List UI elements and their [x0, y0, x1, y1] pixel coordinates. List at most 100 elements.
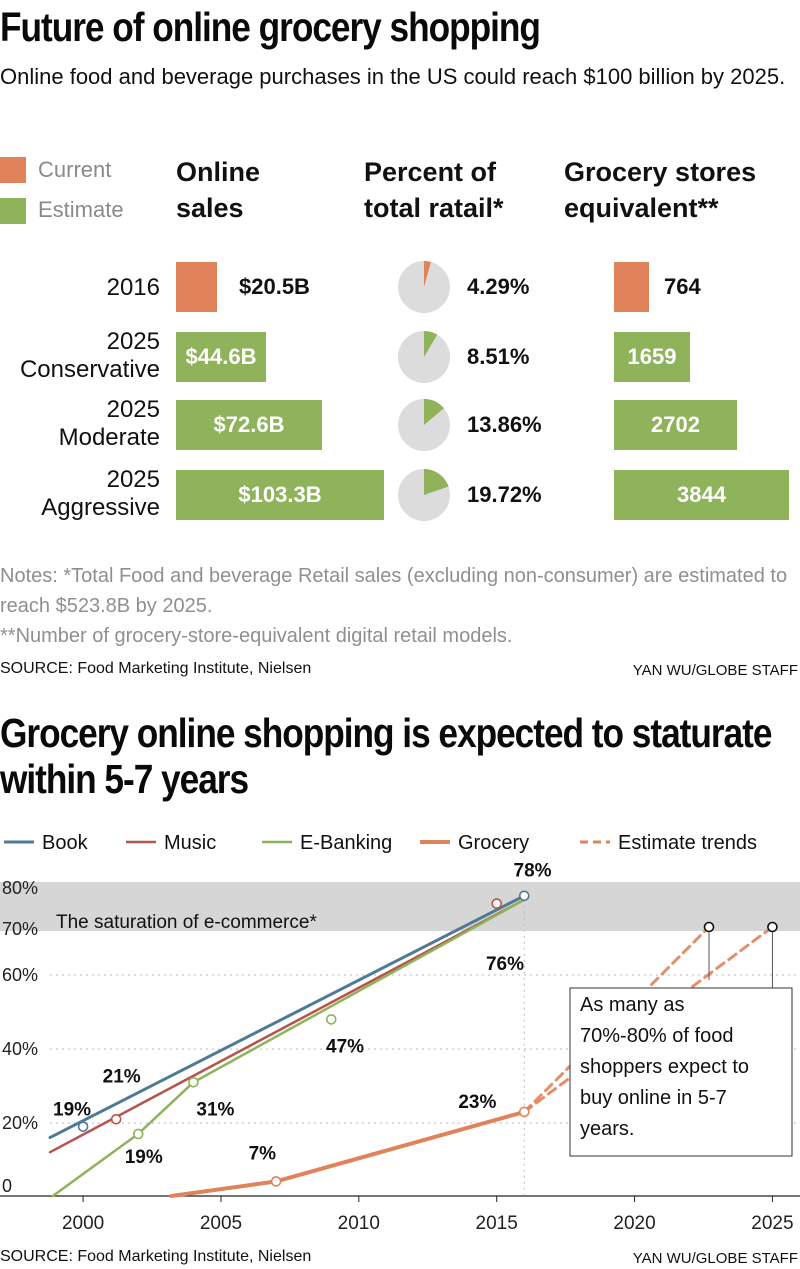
y-tick-label: 0 [2, 1176, 12, 1196]
sales-bar [176, 470, 384, 520]
stores-bar [614, 400, 737, 450]
data-point-music [491, 898, 502, 909]
sales-value: $20.5B [239, 274, 310, 299]
retail-share-pie [398, 399, 450, 451]
legend-estimate-swatch [0, 198, 26, 224]
stores-value: 1659 [627, 344, 677, 369]
stores-bar [614, 332, 690, 382]
percent-value: 4.29% [467, 274, 530, 299]
annotation-box [569, 987, 793, 1157]
legend-label-book: Book [42, 832, 89, 854]
row-label-line: Moderate [58, 424, 160, 451]
x-tick-label: 2010 [338, 1213, 380, 1234]
y-tick-label: 70% [2, 919, 38, 939]
retail-share-pie [398, 331, 450, 383]
data-point-grocery [518, 1106, 530, 1118]
y-tick-label: 40% [2, 1039, 38, 1059]
x-tick-label: 2005 [200, 1213, 242, 1234]
data-label-music: 21% [103, 1066, 141, 1087]
row-label: 2025 Aggressive [41, 466, 160, 522]
annotation-line: 70%-80% of food [580, 1025, 733, 1047]
pie-slice [424, 261, 431, 287]
data-point-estimate-trends [703, 921, 715, 933]
data-point-grocery [270, 1176, 282, 1187]
saturation-band [0, 882, 800, 931]
sales-bar [176, 332, 266, 382]
data-point-e-banking [132, 1128, 144, 1140]
bottom-source: SOURCE: Food Marketing Institute, Nielse… [0, 1248, 312, 1265]
saturation-band-label: The saturation of e-commerce* [56, 912, 317, 933]
x-tick-label: 2015 [476, 1213, 518, 1234]
y-tick-label: 80% [2, 878, 38, 898]
x-tick-label: 2020 [613, 1213, 655, 1234]
notes-total-retail: Notes: *Total Food and beverage Retail s… [0, 565, 788, 617]
line-chart: The saturation of e-commerce* 0 20% 40% 60% 7… [0, 832, 800, 1234]
sales-value: $72.6B [213, 412, 285, 437]
stores-value: 764 [664, 274, 701, 299]
legend-label-e-banking: E-Banking [300, 832, 392, 854]
sales-bar [176, 400, 322, 450]
row-label-line: 2025 [106, 328, 160, 355]
data-label-grocery: 23% [458, 1092, 496, 1113]
bottom-title: Grocery online shopping is expected to s… [0, 710, 772, 802]
legend-label-estimate-trends: Estimate trends [618, 832, 757, 854]
series-line-book [48, 894, 526, 1140]
x-tick-label: 2025 [751, 1213, 793, 1234]
data-point-e-banking [325, 1014, 337, 1025]
annotation-line: years. [580, 1118, 634, 1140]
series-line-grocery [169, 1109, 527, 1198]
percent-value: 8.51% [467, 344, 530, 369]
notes-store-equivalent: **Number of grocery-store-equivalent dig… [0, 625, 513, 647]
legend-label-music: Music [164, 832, 216, 854]
series-line-estimate-trends [522, 925, 711, 1114]
legend-label-grocery: Grocery [458, 832, 529, 854]
data-point-music [110, 1113, 122, 1125]
data-label-e-banking: 47% [326, 1037, 364, 1058]
legend-current-label: Current [38, 157, 112, 182]
top-subtitle: Online food and beverage purchases in th… [0, 64, 786, 89]
row-label-line: 2016 [106, 274, 160, 301]
data-label-e-banking: 31% [196, 1100, 234, 1121]
percent-value: 19.72% [467, 482, 542, 507]
data-point-e-banking [188, 1076, 199, 1088]
percent-value: 13.86% [467, 412, 542, 437]
data-label-grocery: 7% [249, 1144, 277, 1165]
data-label-e-banking: 19% [125, 1147, 163, 1168]
data-label-music: 76% [486, 954, 524, 975]
bottom-credit: YAN WU/GLOBE STAFF [632, 1250, 798, 1267]
legend-estimate-label: Estimate [38, 197, 124, 222]
stores-value: 3844 [677, 482, 726, 507]
row-label-line: Conservative [19, 356, 160, 383]
data-point-book [77, 1121, 89, 1132]
stores-value: 2702 [651, 412, 700, 437]
row-label-line: 2025 [106, 466, 160, 493]
legend-current-swatch [0, 157, 26, 183]
sales-value: $44.6B [185, 344, 257, 369]
stores-bar [614, 470, 789, 520]
row-label: 2025 Conservative [20, 328, 160, 384]
data-label-book: 19% [53, 1100, 91, 1121]
sales-bar [176, 262, 217, 312]
pie-slice [424, 469, 449, 495]
series-line-music [48, 898, 526, 1154]
header-online-sales: Online sales [176, 157, 261, 223]
sales-value: $103.3B [238, 482, 322, 507]
annotation-line: shoppers expect to [580, 1056, 749, 1078]
top-source: SOURCE: Food Marketing Institute, Nielse… [0, 660, 312, 677]
row-label-line: 2025 [106, 396, 160, 423]
annotation-line: buy online in 5-7 [580, 1087, 727, 1109]
data-label-book: 78% [514, 860, 552, 881]
annotation-line: As many as [580, 994, 684, 1016]
row-label: 2025 Moderate [59, 396, 160, 452]
header-percent-retail: Percent of total ratail* [364, 157, 504, 223]
retail-share-pie [398, 469, 450, 521]
data-point-book [518, 890, 530, 902]
pie-slice [424, 399, 444, 425]
top-credit: YAN WU/GLOBE STAFF [632, 662, 798, 679]
row-label: 2016 [107, 274, 160, 302]
row-label-line: Aggressive [41, 494, 160, 521]
series-line-e-banking [51, 898, 526, 1198]
stores-bar [614, 262, 649, 312]
x-tick-label: 2000 [62, 1213, 104, 1234]
y-tick-label: 20% [2, 1113, 38, 1133]
